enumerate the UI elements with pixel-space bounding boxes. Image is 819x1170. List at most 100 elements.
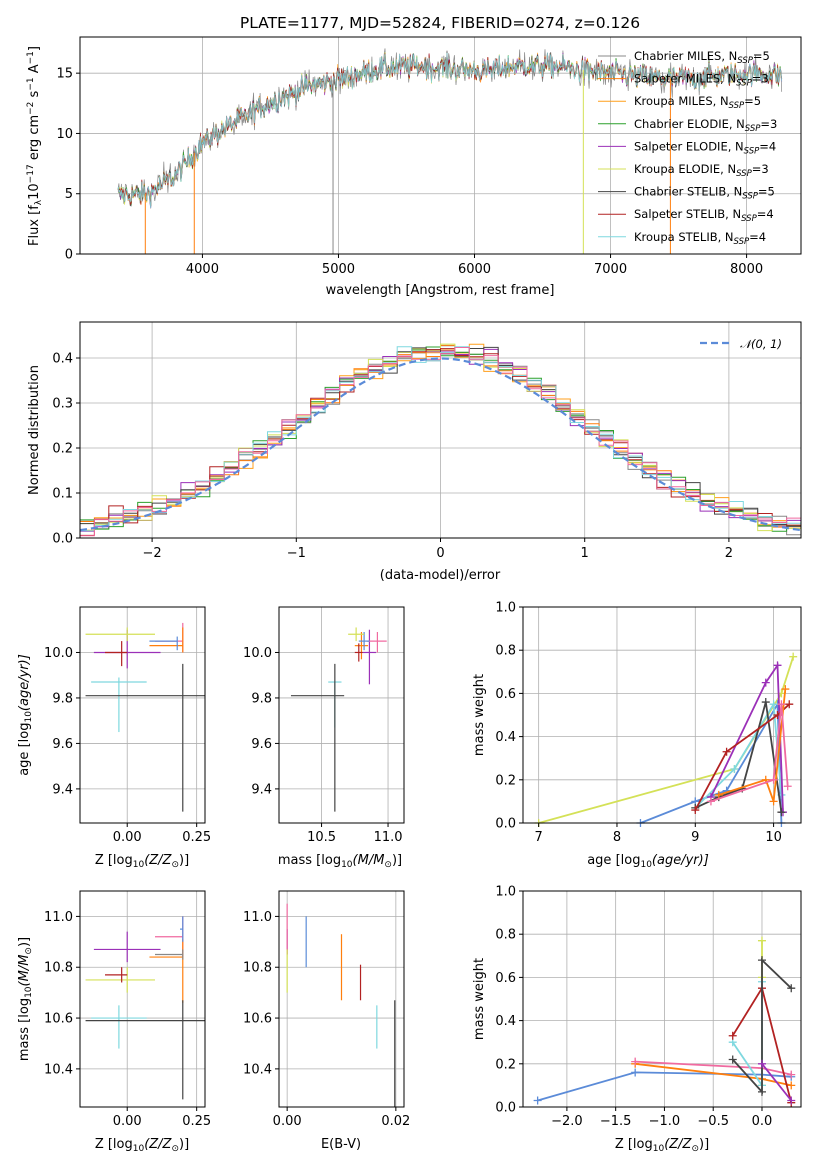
y-tick-label: 10.4 bbox=[44, 1062, 73, 1077]
residuals-ticks: −2 −1 0 1 2 0.0 0.1 0.2 0.3 0.4 bbox=[52, 352, 733, 562]
legend-entry: Salpeter STELIB, NSSP=4 bbox=[634, 207, 774, 224]
mass-weight-point bbox=[787, 1096, 796, 1105]
massweight_vs_age-frame bbox=[522, 606, 802, 824]
x-tick-label: −1.0 bbox=[649, 1114, 681, 1129]
mass-vs-metallicity-panel: 0.00 0.25 10.4 10.6 10.8 11.0 bbox=[44, 890, 211, 1129]
legend-entry: Salpeter ELODIE, NSSP=4 bbox=[634, 139, 776, 156]
y-tick-label: 10.0 bbox=[44, 646, 73, 661]
age_vs_mass-points bbox=[290, 627, 387, 812]
y-tick-label: 0.4 bbox=[495, 730, 516, 745]
x-tick-label: 11.0 bbox=[374, 830, 403, 845]
spectrum-title: PLATE=1177, MJD=52824, FIBERID=0274, z=0… bbox=[240, 14, 640, 32]
normal-legend-label: 𝒩(0, 1) bbox=[740, 337, 782, 351]
mass-weight-point bbox=[769, 700, 778, 709]
mass-weight-point bbox=[757, 936, 766, 945]
mass-weight-series bbox=[537, 1071, 792, 1102]
mass-weight-point bbox=[757, 1059, 766, 1068]
y-tick-label: 10.0 bbox=[243, 646, 272, 661]
y-tick-label: 0.3 bbox=[52, 397, 73, 412]
x-tick-label: 10.5 bbox=[307, 830, 336, 845]
y-tick-label: 0.8 bbox=[495, 928, 516, 943]
mass-weight-point bbox=[769, 797, 778, 806]
massweight-vs-metallicity-panel: −2.0 −1.5 −1.0 −0.5 0.0 0.0 0.2 0.4 0.6 0.8 1.0 bbox=[495, 885, 802, 1129]
mass-weight-point bbox=[722, 747, 731, 756]
y-tick-label: 10.8 bbox=[44, 961, 73, 976]
y-tick-label: 0.2 bbox=[495, 773, 516, 788]
mass-weight-point bbox=[787, 1070, 796, 1079]
x-tick-label: 7 bbox=[535, 830, 543, 845]
mass-weight-point bbox=[730, 765, 739, 773]
y-tick-label: 0.0 bbox=[495, 817, 516, 832]
x-tick-label: −1 bbox=[287, 546, 306, 561]
y-tick-label: 0.6 bbox=[495, 971, 516, 986]
x-tick-label: 8000 bbox=[730, 262, 763, 277]
y-tick-label: 0.0 bbox=[495, 1101, 516, 1116]
mwAge-ylabel: mass weight bbox=[472, 674, 487, 756]
mass_vs_Z-frame bbox=[79, 890, 206, 1108]
y-tick-label: 0.1 bbox=[52, 487, 73, 502]
age_vs_Z-frame bbox=[79, 606, 206, 824]
mass-weight-point bbox=[631, 1068, 640, 1077]
mass-vs-ebv-panel: 0.00 0.02 10.4 10.6 10.8 11.0 bbox=[243, 890, 410, 1129]
mass-weight-point bbox=[773, 661, 782, 670]
mass-weight-series bbox=[710, 704, 789, 803]
legend-entry: Chabrier STELIB, NSSP=5 bbox=[634, 185, 775, 202]
age-vs-mass-panel: 10.5 11.0 9.4 9.6 9.8 10.0 bbox=[243, 606, 405, 845]
mass-weight-point bbox=[781, 685, 790, 694]
massZ-xlabel: Z [log10(Z/Z⊙)] bbox=[95, 1137, 189, 1154]
y-tick-label: 9.6 bbox=[251, 737, 272, 752]
age_vs_mass-frame bbox=[278, 606, 405, 824]
age-ylabel: age [log10(age/yr)] bbox=[17, 654, 34, 776]
residuals-histograms bbox=[79, 343, 801, 537]
ageM-xlabel: mass [log10(M/M⊙)] bbox=[278, 853, 402, 870]
mwZ-ylabel: mass weight bbox=[472, 958, 487, 1040]
y-tick-label: 9.8 bbox=[52, 691, 73, 706]
residuals-xlabel: (data-model)/error bbox=[380, 568, 501, 583]
y-tick-label: 10 bbox=[56, 127, 73, 142]
spectrum-panel: PLATE=1177, MJD=52824, FIBERID=0274, z=0… bbox=[26, 14, 802, 298]
spectrum-lines bbox=[117, 48, 783, 254]
spectrum-ylabel: Flux [fλ10−17 erg cm−2 s−1 A−1] bbox=[26, 46, 44, 246]
mass-weight-point bbox=[761, 678, 770, 687]
mass-weight-point bbox=[757, 1087, 766, 1096]
residual-histogram bbox=[79, 347, 801, 537]
x-tick-label: 10 bbox=[765, 830, 782, 845]
x-tick-label: 7000 bbox=[594, 262, 627, 277]
x-tick-label: 1 bbox=[581, 546, 589, 561]
legend-entry: Chabrier MILES, NSSP=5 bbox=[634, 49, 770, 66]
y-tick-label: 0.6 bbox=[495, 687, 516, 702]
mass_vs_Z-points bbox=[85, 916, 205, 1100]
mass-weight-point bbox=[787, 1081, 796, 1090]
x-tick-label: 0.00 bbox=[273, 1114, 302, 1129]
mass-weight-point bbox=[783, 782, 792, 791]
y-tick-label: 10.4 bbox=[243, 1062, 272, 1077]
x-tick-label: 2 bbox=[725, 546, 733, 561]
y-tick-label: 0.0 bbox=[52, 532, 73, 547]
residuals-panel: −2 −1 0 1 2 0.0 0.1 0.2 0.3 0.4 (data-model)/erro… bbox=[27, 321, 802, 583]
y-tick-label: 9.8 bbox=[251, 691, 272, 706]
x-tick-label: −2 bbox=[143, 546, 162, 561]
age_vs_mass-gridlines bbox=[279, 607, 404, 823]
x-tick-label: 4000 bbox=[186, 262, 219, 277]
age-vs-metallicity-panel: 0.00 0.25 9.4 9.6 9.8 10.0 bbox=[44, 606, 211, 845]
mass-weight-point bbox=[761, 698, 770, 707]
y-tick-label: 1.0 bbox=[495, 885, 516, 900]
x-tick-label: 0.25 bbox=[182, 1114, 211, 1129]
spectrum-frame bbox=[79, 36, 802, 255]
massweight_vs_Z-frame bbox=[522, 890, 802, 1108]
spectrum-xlabel: wavelength [Angstrom, rest frame] bbox=[326, 283, 555, 298]
mass-weight-point bbox=[777, 808, 786, 817]
x-tick-label: 0.00 bbox=[113, 1114, 142, 1129]
y-tick-label: 10.6 bbox=[44, 1012, 73, 1027]
x-tick-label: 6000 bbox=[458, 262, 491, 277]
mass-weight-point bbox=[789, 652, 798, 661]
x-tick-label: 0.25 bbox=[182, 830, 211, 845]
x-tick-label: 5000 bbox=[322, 262, 355, 277]
y-tick-label: 11.0 bbox=[243, 910, 272, 925]
legend-entry: Chabrier ELODIE, NSSP=3 bbox=[634, 117, 777, 134]
mass-weight-point bbox=[631, 1057, 640, 1066]
y-tick-label: 0 bbox=[65, 248, 73, 263]
y-tick-label: 10.8 bbox=[243, 961, 272, 976]
x-tick-label: 0.02 bbox=[381, 1114, 410, 1129]
mass_vs_ebv-points bbox=[286, 903, 396, 1107]
